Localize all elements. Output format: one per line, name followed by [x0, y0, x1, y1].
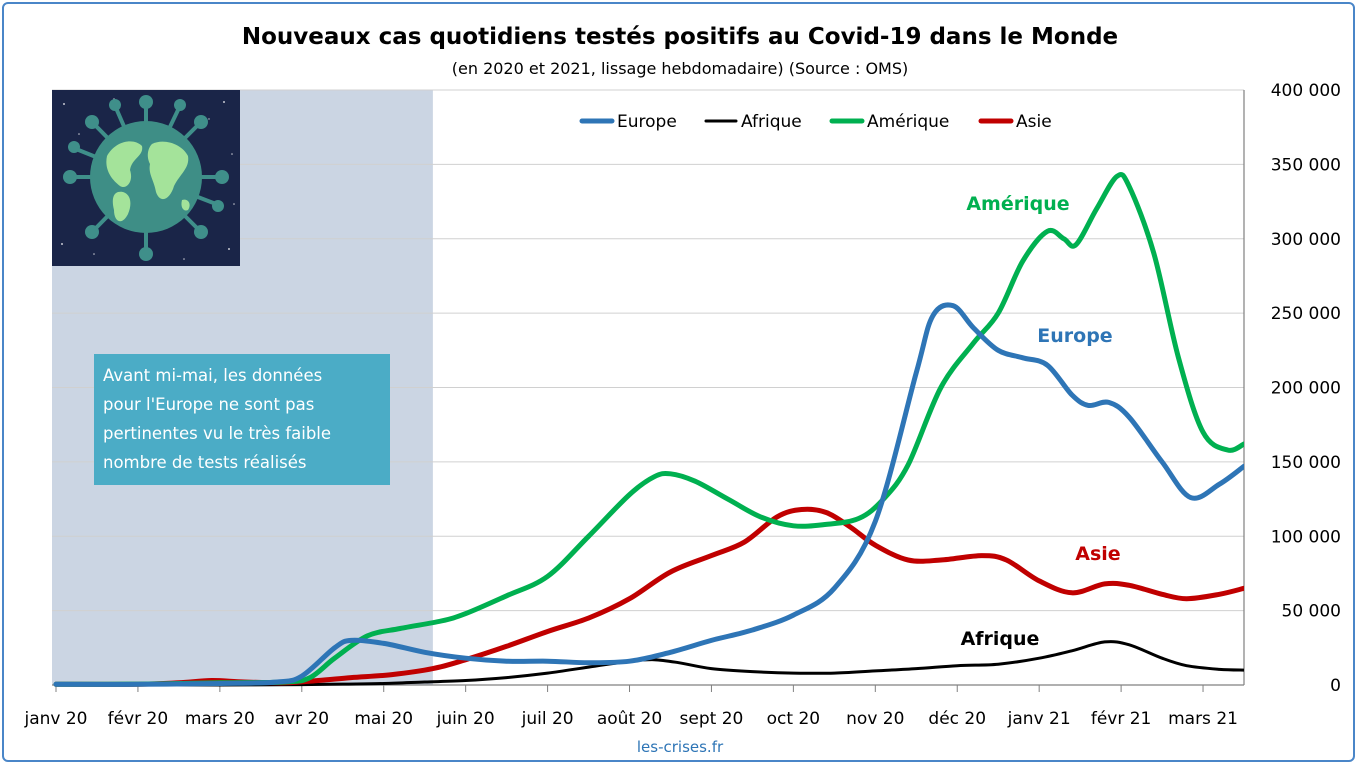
source-label[interactable]: les-crises.fr [637, 738, 724, 756]
y-axis: 400 000 350 000 300 000 250 000 200 000 150 0… [1271, 81, 1341, 696]
x-tick-label: mars 21 [1168, 709, 1238, 729]
series-line-amerique [53, 172, 1244, 687]
note-line-3: pertinentes vu le très faible [103, 424, 331, 443]
y-tick-label: 150 000 [1271, 453, 1341, 473]
y-tick-label: 50 000 [1282, 602, 1341, 622]
note-line-4: nombre de tests réalisés [103, 453, 307, 472]
series-label-afrique: Afrique [961, 628, 1040, 650]
legend: Europe Afrique Amérique Asie [579, 112, 1052, 132]
series-label-europe: Europe [1037, 325, 1112, 347]
x-tick-label: nov 20 [846, 709, 904, 729]
note-line-2: pour l'Europe ne sont pas [103, 395, 314, 414]
x-tick-label: déc 20 [928, 709, 986, 729]
x-tick-label: sept 20 [680, 709, 744, 729]
x-tick-label: févr 20 [108, 709, 169, 729]
y-tick-label: 300 000 [1271, 230, 1341, 250]
chart-title: Nouveaux cas quotidiens testés positifs … [242, 24, 1118, 50]
x-tick-label: avr 20 [275, 709, 330, 729]
y-tick-label: 350 000 [1271, 155, 1341, 175]
series-line-afrique [54, 640, 1244, 687]
x-tick-label: févr 21 [1091, 709, 1152, 729]
note-line-1: Avant mi-mai, les données [103, 366, 322, 385]
chart-subtitle: (en 2020 et 2021, lissage hebdomadaire) … [452, 59, 909, 78]
covid-line-chart: Nouveaux cas quotidiens testés positifs … [23, 24, 1341, 756]
y-tick-label: 100 000 [1271, 527, 1341, 547]
legend-label-amerique: Amérique [867, 112, 949, 132]
x-axis: janv 20 févr 20 mars 20 avr 20 mai 20 juin 20… [23, 685, 1238, 729]
legend-label-afrique: Afrique [741, 112, 802, 132]
x-tick-label: janv 21 [1007, 709, 1071, 729]
legend-label-asie: Asie [1016, 112, 1052, 132]
x-tick-label: août 20 [597, 709, 662, 729]
x-tick-label: juin 20 [436, 709, 495, 729]
y-tick-label: 200 000 [1271, 379, 1341, 399]
note-box: Avant mi-mai, les données pour l'Europe … [94, 354, 390, 485]
series-line-europe [53, 302, 1244, 687]
series-label-amerique: Amérique [966, 193, 1069, 215]
x-tick-label: janv 20 [23, 709, 87, 729]
y-tick-label: 250 000 [1271, 304, 1341, 324]
x-tick-label: juil 20 [521, 709, 574, 729]
series-lines [53, 172, 1244, 687]
y-tick-label: 400 000 [1271, 81, 1341, 101]
series-label-asie: Asie [1075, 543, 1120, 565]
x-tick-label: oct 20 [767, 709, 820, 729]
virus-globe-icon [52, 90, 240, 266]
x-tick-label: mars 20 [185, 709, 255, 729]
legend-label-europe: Europe [617, 112, 677, 132]
y-tick-label: 0 [1330, 676, 1341, 696]
x-tick-label: mai 20 [354, 709, 413, 729]
